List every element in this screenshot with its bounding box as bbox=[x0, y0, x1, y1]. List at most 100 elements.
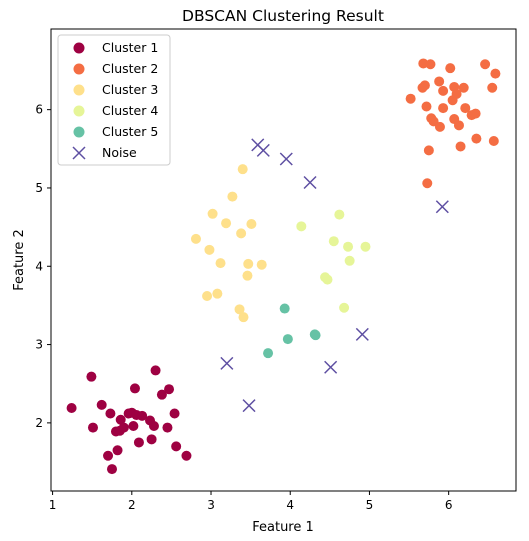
cluster-1-point bbox=[105, 408, 116, 419]
cluster-1-point bbox=[164, 384, 175, 395]
cluster-1-point bbox=[87, 422, 98, 433]
cluster-1-point bbox=[150, 365, 161, 376]
cluster-3-point bbox=[246, 218, 257, 229]
cluster-1-point bbox=[103, 450, 114, 461]
x-tick-label: 2 bbox=[128, 498, 136, 512]
cluster-4-point bbox=[360, 241, 371, 252]
cluster-3-point bbox=[243, 258, 254, 269]
cluster-1-point bbox=[128, 421, 139, 432]
cluster-4-point bbox=[328, 236, 339, 247]
cluster-2-point bbox=[460, 103, 471, 114]
cluster-1-point bbox=[112, 445, 123, 456]
cluster-3-point bbox=[234, 304, 245, 315]
noise-point bbox=[220, 356, 234, 370]
cluster-3-point bbox=[221, 218, 232, 229]
y-tick-label: 6 bbox=[35, 103, 43, 117]
legend: Cluster 1 Cluster 2 Cluster 3 Cluster 4 Clus… bbox=[57, 34, 171, 166]
y-tick-label: 3 bbox=[35, 338, 43, 352]
cluster-2-point bbox=[434, 121, 445, 132]
chart-title: DBSCAN Clustering Result bbox=[182, 7, 384, 25]
cluster-1-point bbox=[66, 402, 77, 413]
cluster-1-point bbox=[169, 408, 180, 419]
cluster-2-point bbox=[471, 133, 482, 144]
cluster-1-point bbox=[106, 464, 117, 475]
legend-label: Cluster 5 bbox=[102, 124, 158, 139]
cluster-4-point bbox=[344, 255, 355, 266]
noise-point bbox=[435, 200, 449, 214]
points-layer bbox=[66, 58, 501, 475]
cluster-2-point bbox=[458, 82, 469, 93]
cluster-4-point bbox=[296, 221, 307, 232]
cluster-5-point bbox=[310, 330, 321, 341]
noise-point bbox=[303, 175, 317, 190]
noise-point bbox=[242, 399, 256, 413]
legend-marker bbox=[73, 105, 85, 117]
legend-label: Cluster 4 bbox=[102, 103, 158, 118]
cluster-1-point bbox=[146, 434, 157, 445]
cluster-3-point bbox=[236, 228, 247, 239]
cluster-2-point bbox=[425, 59, 436, 70]
cluster-3-point bbox=[242, 270, 253, 281]
cluster-4-point bbox=[322, 274, 333, 285]
legend-box bbox=[57, 34, 171, 166]
x-tick-label: 1 bbox=[49, 498, 57, 512]
cluster-4-point bbox=[343, 241, 354, 252]
y-tick-label: 2 bbox=[35, 416, 43, 430]
x-axis-label: Feature 1 bbox=[252, 520, 314, 535]
cluster-3-point bbox=[256, 259, 267, 270]
cluster-3-point bbox=[238, 312, 249, 323]
cluster-4-point bbox=[339, 302, 350, 313]
y-axis-ticks: 2 3 4 5 6 bbox=[35, 103, 51, 430]
cluster-1-point bbox=[118, 422, 129, 433]
cluster-2-point bbox=[451, 88, 462, 99]
legend-marker bbox=[72, 146, 86, 160]
cluster-3-point bbox=[204, 244, 215, 255]
cluster-2-point bbox=[455, 141, 466, 152]
cluster-3-point bbox=[202, 291, 213, 302]
noise-point bbox=[279, 152, 293, 166]
cluster-1-point bbox=[171, 441, 182, 452]
cluster-2-point bbox=[421, 101, 432, 112]
legend-label: Cluster 2 bbox=[102, 61, 158, 76]
cluster-2-point bbox=[487, 82, 498, 93]
cluster-2-point bbox=[434, 76, 445, 87]
cluster-5-point bbox=[263, 348, 274, 359]
cluster-1-point bbox=[148, 421, 159, 432]
cluster-1-point bbox=[86, 371, 97, 382]
legend-marker bbox=[73, 42, 85, 54]
cluster-2-point bbox=[480, 59, 491, 70]
cluster-1-point bbox=[137, 410, 148, 421]
cluster-5-point bbox=[279, 303, 290, 314]
cluster-2-point bbox=[419, 80, 430, 91]
noise-point bbox=[355, 327, 369, 341]
noise-point bbox=[256, 143, 270, 157]
legend-marker bbox=[73, 63, 85, 75]
cluster-1-point bbox=[162, 422, 173, 433]
cluster-3-point bbox=[215, 258, 226, 269]
legend-marker bbox=[73, 84, 85, 96]
x-tick-label: 3 bbox=[207, 498, 215, 512]
cluster-1-point bbox=[133, 437, 144, 448]
cluster-3-point bbox=[227, 191, 238, 202]
cluster-3-point bbox=[190, 233, 201, 244]
legend-label: Noise bbox=[102, 145, 137, 160]
noise-point bbox=[324, 360, 338, 374]
cluster-2-point bbox=[438, 85, 449, 96]
x-axis-ticks: 1 2 3 4 5 6 bbox=[49, 491, 452, 512]
cluster-2-point bbox=[453, 120, 464, 131]
cluster-2-point bbox=[470, 108, 481, 119]
cluster-2-point bbox=[423, 145, 434, 156]
plot-frame bbox=[50, 28, 517, 492]
cluster-2-point bbox=[488, 135, 499, 146]
cluster-2-point bbox=[490, 68, 501, 79]
cluster-4-point bbox=[334, 209, 345, 220]
cluster-2-point bbox=[445, 63, 456, 74]
cluster-2-point bbox=[422, 178, 433, 189]
y-tick-label: 5 bbox=[35, 181, 43, 195]
legend-label: Cluster 3 bbox=[102, 82, 158, 97]
legend-label: Cluster 1 bbox=[102, 40, 158, 55]
x-tick-label: 4 bbox=[286, 498, 294, 512]
cluster-3-point bbox=[237, 164, 248, 175]
cluster-1-point bbox=[156, 389, 167, 400]
